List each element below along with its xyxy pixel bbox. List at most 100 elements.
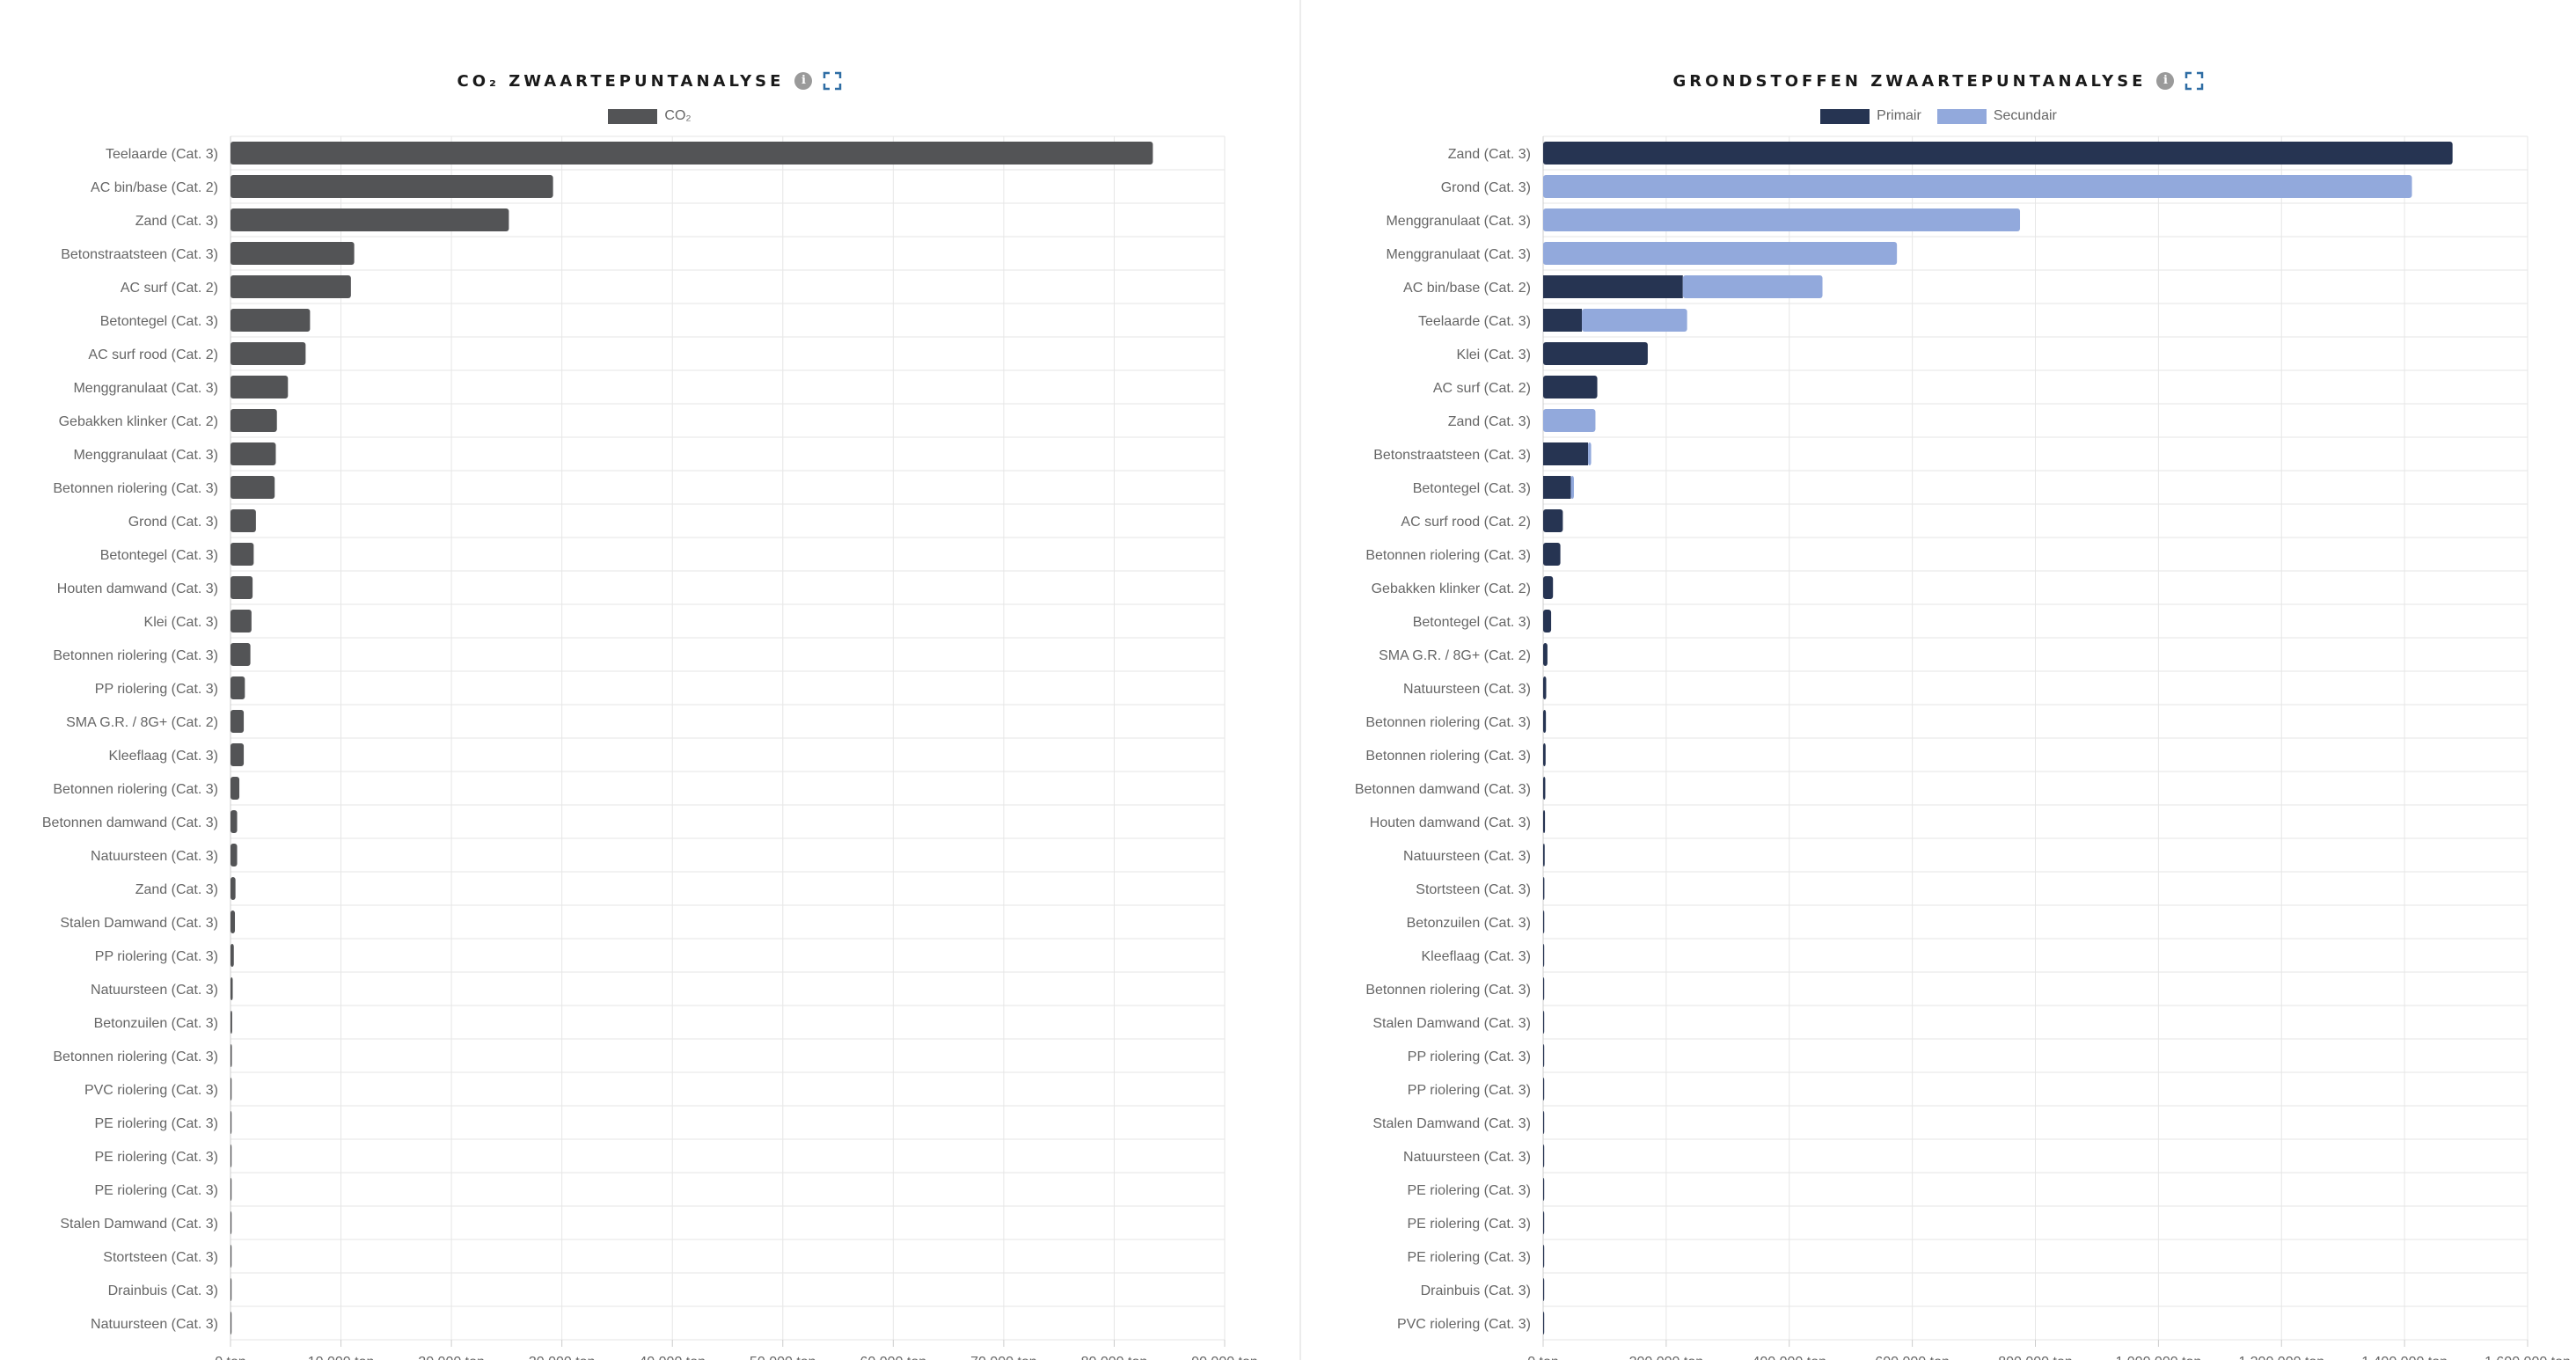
bar-secundair[interactable]	[1570, 476, 1574, 499]
category-label: Stortsteen (Cat. 3)	[103, 1250, 218, 1265]
bar-co[interactable]	[231, 676, 245, 699]
bar-co[interactable]	[231, 1044, 232, 1067]
bar-co[interactable]	[231, 208, 509, 231]
category-label: Betonnen damwand (Cat. 3)	[1355, 782, 1531, 797]
bar-primair[interactable]	[1543, 910, 1545, 933]
bar-primair[interactable]	[1543, 676, 1547, 699]
bar-primair[interactable]	[1543, 309, 1583, 332]
bar-primair[interactable]	[1543, 743, 1546, 766]
bar-primair[interactable]	[1543, 643, 1548, 666]
co2-chart-panel: CO₂ ZWAARTEPUNTANALYSE i CO₂ 0 ton 10.000…	[42, 71, 1258, 1360]
bar-primair[interactable]	[1543, 1278, 1545, 1301]
bar-primair[interactable]	[1543, 610, 1552, 632]
bar-co[interactable]	[231, 376, 289, 398]
bar-primair[interactable]	[1543, 543, 1561, 566]
bar-co[interactable]	[231, 877, 236, 900]
legend-label-co2: CO₂	[664, 108, 692, 123]
bar-co[interactable]	[231, 944, 234, 967]
legend-item-co2[interactable]: CO₂	[608, 108, 692, 124]
bar-primair[interactable]	[1543, 576, 1554, 599]
category-label: PE riolering (Cat. 3)	[1408, 1250, 1532, 1265]
bar-primair[interactable]	[1543, 777, 1546, 800]
bar-secundair[interactable]	[1543, 175, 2412, 198]
legend-label-primair: Primair	[1877, 108, 1921, 123]
grondstoffen-chart-title: GRONDSTOFFEN ZWAARTEPUNTANALYSE	[1672, 71, 2147, 91]
bar-primair[interactable]	[1543, 376, 1598, 398]
category-label: AC surf rood (Cat. 2)	[1401, 515, 1531, 530]
bar-primair[interactable]	[1543, 877, 1545, 900]
y-axis-labels: Teelaarde (Cat. 3) AC bin/base (Cat. 2) Za…	[42, 147, 218, 1332]
bar-co[interactable]	[231, 242, 355, 265]
expand-icon[interactable]	[823, 71, 842, 91]
bar-co[interactable]	[231, 710, 245, 733]
bar-primair[interactable]	[1543, 1245, 1545, 1268]
bar-co[interactable]	[231, 476, 275, 499]
bar-primair[interactable]	[1543, 442, 1589, 465]
bar-primair[interactable]	[1543, 1312, 1545, 1334]
bar-co[interactable]	[231, 543, 254, 566]
category-label: Drainbuis (Cat. 3)	[1421, 1283, 1531, 1298]
bar-primair[interactable]	[1543, 1144, 1545, 1167]
bar-co[interactable]	[231, 509, 256, 532]
bar-primair[interactable]	[1543, 1044, 1545, 1067]
category-label: Menggranulaat (Cat. 3)	[1386, 247, 1531, 262]
bar-co[interactable]	[231, 643, 251, 666]
bar-primair[interactable]	[1543, 710, 1547, 733]
legend-swatch-secundair	[1936, 108, 1987, 124]
bar-primair[interactable]	[1543, 1078, 1545, 1100]
bar-co[interactable]	[231, 743, 245, 766]
bar-primair[interactable]	[1543, 1211, 1545, 1234]
bar-primair[interactable]	[1543, 977, 1545, 1000]
category-label: PP riolering (Cat. 3)	[1408, 1049, 1531, 1064]
bar-co[interactable]	[231, 309, 311, 332]
category-label: Betontegel (Cat. 3)	[100, 548, 218, 563]
category-label: Natuursteen (Cat. 3)	[91, 983, 218, 998]
bar-co[interactable]	[231, 977, 233, 1000]
bar-co[interactable]	[231, 275, 351, 298]
bar-secundair[interactable]	[1543, 409, 1596, 432]
bar-primair[interactable]	[1543, 844, 1545, 866]
category-label: Grond (Cat. 3)	[128, 515, 218, 530]
bar-primair[interactable]	[1543, 142, 2453, 165]
bar-co[interactable]	[231, 777, 240, 800]
bar-co[interactable]	[231, 175, 553, 198]
bar-primair[interactable]	[1543, 944, 1545, 967]
info-icon[interactable]: i	[2156, 72, 2175, 90]
bar-primair[interactable]	[1543, 342, 1648, 365]
bar-co[interactable]	[231, 910, 236, 933]
bar-secundair[interactable]	[1588, 442, 1592, 465]
category-label: Menggranulaat (Cat. 3)	[73, 381, 218, 396]
bar-co[interactable]	[231, 342, 306, 365]
co2-chart-title: CO₂ ZWAARTEPUNTANALYSE	[457, 71, 785, 91]
bar-primair[interactable]	[1543, 1111, 1545, 1134]
bar-secundair[interactable]	[1682, 275, 1823, 298]
bar-co[interactable]	[231, 409, 277, 432]
category-label: Betonnen riolering (Cat. 3)	[1365, 983, 1531, 998]
expand-icon[interactable]	[2184, 71, 2204, 91]
category-label: AC surf (Cat. 2)	[1433, 381, 1531, 396]
bar-primair[interactable]	[1543, 810, 1546, 833]
legend-item-secundair[interactable]: Secundair	[1936, 108, 2057, 124]
bar-co[interactable]	[231, 442, 276, 465]
bar-primair[interactable]	[1543, 1011, 1545, 1034]
info-icon[interactable]: i	[794, 72, 813, 90]
bar-secundair[interactable]	[1582, 309, 1687, 332]
bar-secundair[interactable]	[1543, 242, 1898, 265]
bar-co[interactable]	[231, 610, 252, 632]
category-label: Teelaarde (Cat. 3)	[106, 147, 218, 162]
bar-secundair[interactable]	[1543, 208, 2021, 231]
bar-co[interactable]	[231, 844, 238, 866]
bar-primair[interactable]	[1543, 509, 1563, 532]
category-label: Houten damwand (Cat. 3)	[57, 581, 218, 596]
bar-co[interactable]	[231, 810, 238, 833]
bar-co[interactable]	[231, 576, 253, 599]
bar-primair[interactable]	[1543, 476, 1571, 499]
bar-co[interactable]	[231, 1011, 232, 1034]
legend-item-primair[interactable]: Primair	[1820, 108, 1921, 124]
bar-primair[interactable]	[1543, 275, 1683, 298]
bar-primair[interactable]	[1543, 1178, 1545, 1201]
x-tick-label: 200.000 ton	[1629, 1355, 1704, 1360]
bar-co[interactable]	[231, 142, 1153, 165]
grid	[1542, 135, 2528, 1341]
category-label: Betonstraatsteen (Cat. 3)	[61, 247, 218, 262]
